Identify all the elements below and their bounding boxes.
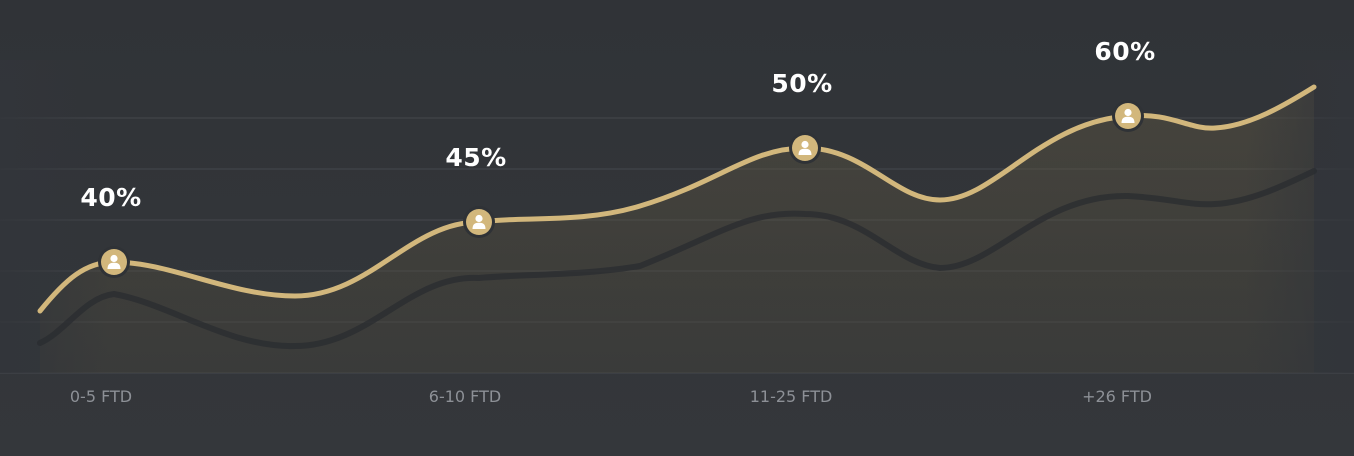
data-point-marker xyxy=(789,132,821,164)
x-tick-label: 0-5 FTD xyxy=(70,387,132,406)
shadow-line xyxy=(37,168,1317,350)
user-icon xyxy=(472,214,486,229)
value-label: 50% xyxy=(771,69,832,98)
x-axis-tick-labels: 0-5 FTD 6-10 FTD 11-25 FTD +26 FTD xyxy=(70,387,1152,406)
x-tick-label: +26 FTD xyxy=(1082,387,1152,406)
data-point-marker xyxy=(1112,100,1144,132)
value-labels: 40% 45% 50% 60% xyxy=(80,37,1155,212)
series-line xyxy=(37,84,1317,314)
x-tick-label: 11-25 FTD xyxy=(750,387,833,406)
x-tick-label: 6-10 FTD xyxy=(429,387,501,406)
user-icon xyxy=(107,254,121,269)
value-label: 40% xyxy=(80,183,141,212)
user-icon xyxy=(1121,108,1135,123)
value-label: 45% xyxy=(445,143,506,172)
data-markers xyxy=(98,100,1144,278)
value-label: 60% xyxy=(1094,37,1155,66)
data-point-marker xyxy=(463,206,495,238)
data-point-marker xyxy=(98,246,130,278)
user-icon xyxy=(798,140,812,155)
